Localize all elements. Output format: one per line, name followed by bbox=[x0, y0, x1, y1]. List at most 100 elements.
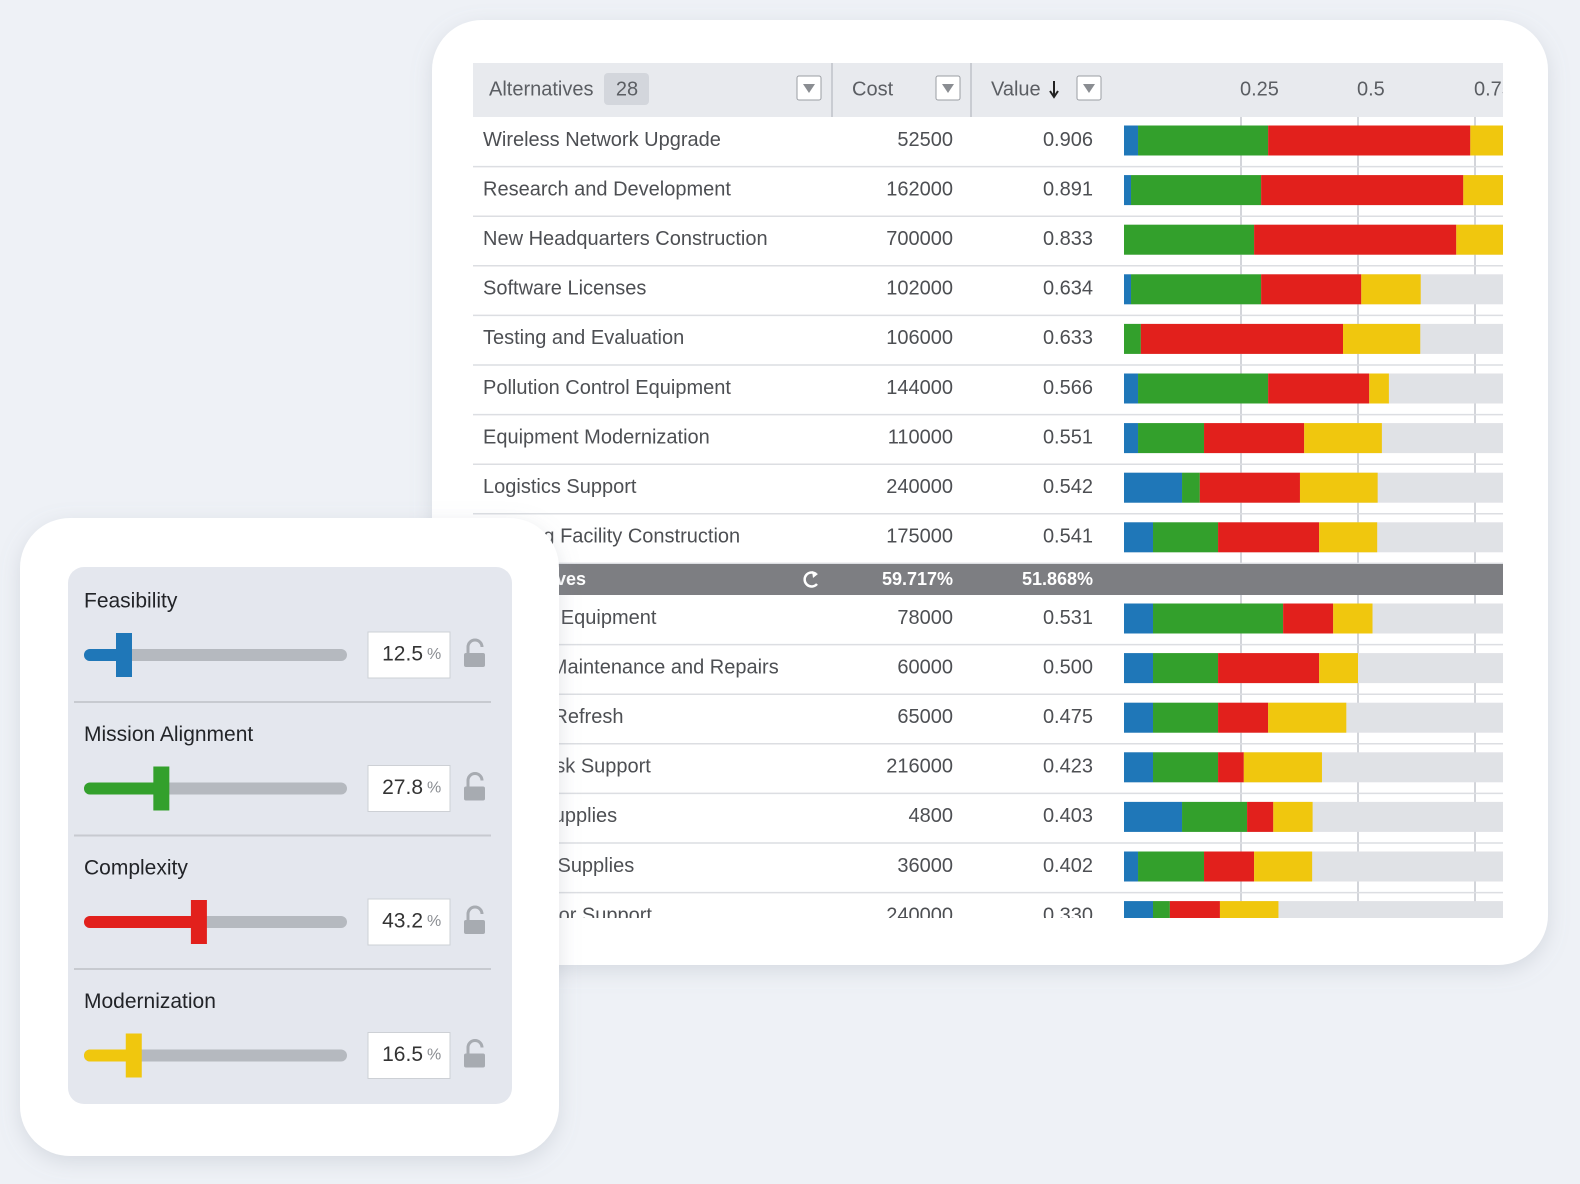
cost: 106000 bbox=[886, 327, 953, 349]
weight-name: Complexity bbox=[84, 857, 188, 880]
bar-segment bbox=[1261, 274, 1362, 305]
summary-cost: 59.717% bbox=[882, 569, 953, 589]
cost: 216000 bbox=[886, 756, 953, 778]
bar-segment bbox=[1199, 472, 1300, 503]
value: 0.403 bbox=[1043, 805, 1093, 827]
filter-button[interactable] bbox=[796, 75, 822, 101]
slider-thumb[interactable] bbox=[125, 1033, 142, 1078]
bar-segment bbox=[1138, 851, 1205, 882]
slider-fill bbox=[84, 916, 199, 928]
bar-segment bbox=[1304, 423, 1382, 454]
bar-segment bbox=[1361, 274, 1421, 305]
bar-segment bbox=[1131, 274, 1262, 305]
bar-segment bbox=[1124, 373, 1139, 404]
bar-segment bbox=[1124, 752, 1154, 783]
value: 0.475 bbox=[1043, 706, 1093, 728]
cost: 175000 bbox=[886, 526, 953, 548]
weight-input[interactable] bbox=[367, 631, 451, 679]
bar-segment bbox=[1273, 801, 1313, 832]
bar-segment bbox=[1254, 851, 1313, 882]
weight-value: 27.8 bbox=[382, 776, 423, 799]
bar-segment bbox=[1369, 373, 1389, 404]
lock-body[interactable] bbox=[464, 920, 485, 934]
lock-shackle[interactable] bbox=[466, 772, 484, 787]
slider-thumb[interactable] bbox=[190, 900, 207, 944]
lock-shackle[interactable] bbox=[466, 638, 484, 653]
weight-input[interactable] bbox=[367, 765, 451, 812]
bar-segment bbox=[1153, 522, 1219, 553]
slider-thumb[interactable] bbox=[116, 633, 132, 677]
weight-value: 12.5 bbox=[382, 643, 423, 666]
slider-fill bbox=[84, 1049, 134, 1062]
summary-row bbox=[473, 564, 1503, 595]
lock-body[interactable] bbox=[464, 1053, 485, 1068]
weight-value: 43.2 bbox=[382, 910, 423, 933]
weight-unit: % bbox=[427, 780, 441, 797]
value: 0.402 bbox=[1043, 855, 1093, 877]
value: 0.423 bbox=[1043, 756, 1093, 778]
lock-body[interactable] bbox=[464, 653, 485, 667]
slider-track[interactable] bbox=[84, 649, 347, 661]
bar-segment bbox=[1319, 522, 1378, 553]
slider-thumb[interactable] bbox=[153, 766, 170, 811]
bar-segment bbox=[1319, 653, 1358, 684]
column-header: Alternatives bbox=[489, 78, 594, 100]
column-header: Cost bbox=[852, 78, 894, 100]
bar-segment bbox=[1343, 323, 1421, 354]
bar-segment bbox=[1247, 801, 1274, 832]
alternative-name: Logistics Support bbox=[483, 476, 637, 498]
weight-value: 16.5 bbox=[382, 1043, 423, 1066]
bar-segment bbox=[1124, 224, 1255, 255]
bar-segment bbox=[1456, 224, 1503, 255]
value: 0.551 bbox=[1043, 426, 1093, 448]
bar-segment bbox=[1182, 801, 1248, 832]
bar-segment bbox=[1140, 323, 1344, 354]
weights: Feasibility 12.5 % Mission Alignment 27.8 % Co… bbox=[74, 590, 491, 1079]
bar-segment bbox=[1218, 653, 1320, 684]
bar-segment bbox=[1463, 175, 1503, 206]
bar-segment bbox=[1124, 603, 1154, 634]
cost: 78000 bbox=[897, 607, 953, 629]
sort-arrow[interactable] bbox=[1049, 81, 1059, 99]
bar-segment bbox=[1261, 175, 1464, 206]
value: 0.891 bbox=[1043, 178, 1093, 200]
bar-segment bbox=[1138, 373, 1269, 404]
bar-segment bbox=[1124, 901, 1154, 918]
bar-segment bbox=[1131, 175, 1262, 206]
weight-input[interactable] bbox=[367, 898, 451, 946]
bar-segment bbox=[1124, 801, 1183, 832]
alternative-name: Software Licenses bbox=[483, 278, 646, 300]
lock-shackle[interactable] bbox=[466, 905, 484, 920]
table: Alternatives 28 Cost Value 0.25 0.5 0.75 Wirele… bbox=[473, 63, 1513, 926]
cost: 144000 bbox=[886, 377, 953, 399]
bar-segment bbox=[1299, 472, 1378, 503]
weight-input[interactable] bbox=[367, 1032, 451, 1079]
count-badge bbox=[604, 73, 649, 105]
weight-unit: % bbox=[427, 913, 441, 930]
alternative-name: Equipment Modernization bbox=[483, 426, 710, 448]
bar-segment bbox=[1268, 125, 1471, 156]
bar-segment bbox=[1124, 702, 1154, 733]
axis-tick-label: 0.25 bbox=[1240, 78, 1279, 100]
cost: 240000 bbox=[886, 904, 953, 926]
lock-shackle[interactable] bbox=[466, 1039, 484, 1054]
bar-segment bbox=[1124, 323, 1141, 354]
bar-segment bbox=[1169, 901, 1220, 918]
weight-name: Mission Alignment bbox=[84, 723, 253, 746]
count-label: 28 bbox=[616, 78, 638, 100]
axis-tick-label: 0.75 bbox=[1474, 78, 1513, 100]
column-header: Value bbox=[991, 78, 1041, 100]
value: 0.330 bbox=[1043, 904, 1093, 926]
filter-button[interactable] bbox=[935, 75, 961, 101]
cost: 36000 bbox=[897, 855, 953, 877]
bar-segment bbox=[1124, 274, 1132, 305]
bar-segment bbox=[1204, 423, 1305, 454]
filter-button[interactable] bbox=[1076, 75, 1102, 101]
weight-unit: % bbox=[427, 1047, 441, 1064]
slider-track[interactable] bbox=[84, 1049, 347, 1062]
bar-segment bbox=[1333, 603, 1373, 634]
alternative-name: Pollution Control Equipment bbox=[483, 377, 731, 399]
value: 0.541 bbox=[1043, 526, 1093, 548]
bar-segment bbox=[1219, 901, 1279, 918]
lock-body[interactable] bbox=[464, 786, 485, 801]
